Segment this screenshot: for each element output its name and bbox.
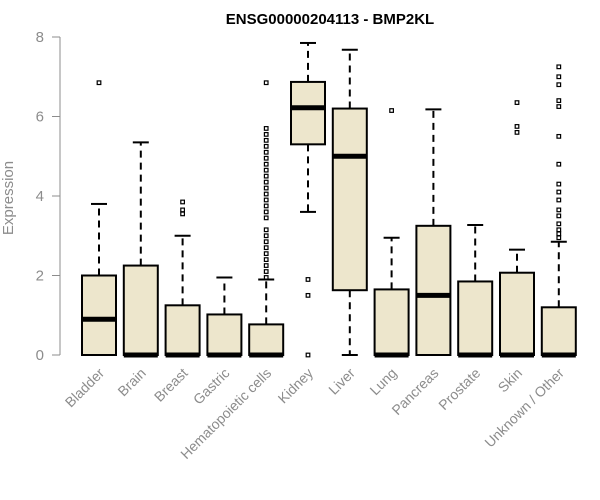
box-liver	[331, 48, 368, 356]
outlier-point	[263, 215, 269, 221]
box-rect	[373, 288, 410, 357]
outlier-point	[514, 130, 520, 135]
box-kidney	[290, 41, 326, 358]
box-bladder	[81, 80, 117, 356]
box-gastric	[206, 276, 243, 358]
outlier-point	[514, 100, 520, 105]
outlier-point	[180, 207, 186, 213]
outlier-point	[263, 173, 269, 179]
x-tick-label: Skin	[495, 365, 526, 396]
outlier-point	[263, 239, 269, 245]
x-tick-label: Kidney	[275, 365, 317, 407]
outlier-point	[556, 104, 562, 109]
outlier-point	[263, 161, 269, 167]
box-rect	[122, 264, 159, 356]
outlier-point	[556, 161, 562, 167]
outlier-point	[305, 352, 311, 358]
boxes-group	[81, 41, 577, 358]
box-prostate	[457, 224, 494, 358]
box-rect	[499, 271, 535, 356]
outlier-point	[263, 179, 269, 185]
x-tick-label: Prostate	[435, 365, 483, 413]
y-tick-label: 0	[36, 347, 44, 364]
box-rect	[290, 80, 326, 146]
outlier-point	[514, 124, 520, 129]
outlier-point	[556, 227, 562, 233]
box-breast	[164, 199, 201, 358]
box-skin	[499, 100, 535, 358]
box-rect	[540, 306, 577, 356]
outlier-point	[263, 209, 269, 215]
outlier-point	[556, 213, 562, 219]
y-tick-label: 2	[36, 268, 44, 285]
outlier-point	[556, 133, 562, 139]
outlier-point	[263, 80, 269, 86]
y-axis-label: Expression	[0, 161, 17, 235]
outlier-point	[263, 149, 269, 155]
outlier-point	[263, 203, 269, 209]
outlier-point	[263, 191, 269, 197]
outlier-point	[263, 275, 269, 280]
box-rect	[415, 224, 452, 356]
y-axis: 0 2 4 6 8	[36, 29, 61, 364]
outlier-point	[263, 185, 269, 191]
box-rect	[81, 274, 117, 356]
box-rect	[331, 107, 368, 292]
outlier-point	[263, 197, 269, 203]
outlier-point	[180, 211, 186, 217]
outlier-point	[263, 131, 269, 137]
box-pancreas	[415, 108, 452, 356]
outlier-point	[556, 189, 562, 195]
y-tick-label: 6	[36, 109, 44, 126]
outlier-point	[263, 251, 269, 257]
outlier-point	[556, 181, 562, 187]
outlier-point	[263, 167, 269, 173]
outlier-point	[305, 292, 311, 298]
outlier-point	[556, 82, 562, 88]
outlier-point	[263, 245, 269, 251]
outlier-point	[263, 126, 269, 131]
y-tick-label: 4	[36, 188, 44, 205]
outlier-point	[263, 137, 269, 143]
outlier-point	[263, 257, 269, 262]
x-tick-label: Breast	[151, 365, 191, 405]
outlier-point	[556, 231, 562, 237]
outlier-point	[389, 108, 394, 113]
outlier-point	[556, 64, 562, 70]
outlier-point	[180, 199, 186, 205]
x-tick-label: Liver	[325, 365, 358, 398]
x-tick-label: Brain	[114, 365, 148, 399]
outlier-point	[556, 74, 562, 80]
outlier-point	[263, 155, 269, 161]
box-brain	[122, 141, 159, 358]
box-rect	[164, 304, 201, 356]
outlier-point	[263, 233, 269, 239]
x-tick-label: Lung	[366, 365, 399, 398]
x-tick-label: Unknown / Other	[481, 365, 567, 451]
outlier-point	[556, 197, 562, 203]
box-rect	[457, 280, 494, 356]
box-hematopoietic-cells	[248, 80, 285, 358]
outlier-point	[263, 263, 269, 268]
x-tick-label: Bladder	[62, 365, 108, 411]
box-rect	[248, 323, 285, 356]
outlier-point	[556, 221, 562, 227]
box-rect	[206, 313, 243, 356]
box-lung	[373, 108, 410, 358]
outlier-point	[556, 235, 562, 241]
box-unknown-other	[540, 64, 577, 358]
outlier-point	[96, 80, 102, 86]
outlier-point	[263, 227, 269, 233]
outlier-point	[263, 143, 269, 149]
outlier-point	[263, 269, 269, 274]
outlier-point	[556, 207, 562, 213]
outlier-point	[305, 277, 311, 282]
y-tick-label: 8	[36, 29, 44, 46]
chart-title: ENSG00000204113 - BMP2KL	[226, 11, 434, 28]
outlier-point	[556, 98, 562, 104]
